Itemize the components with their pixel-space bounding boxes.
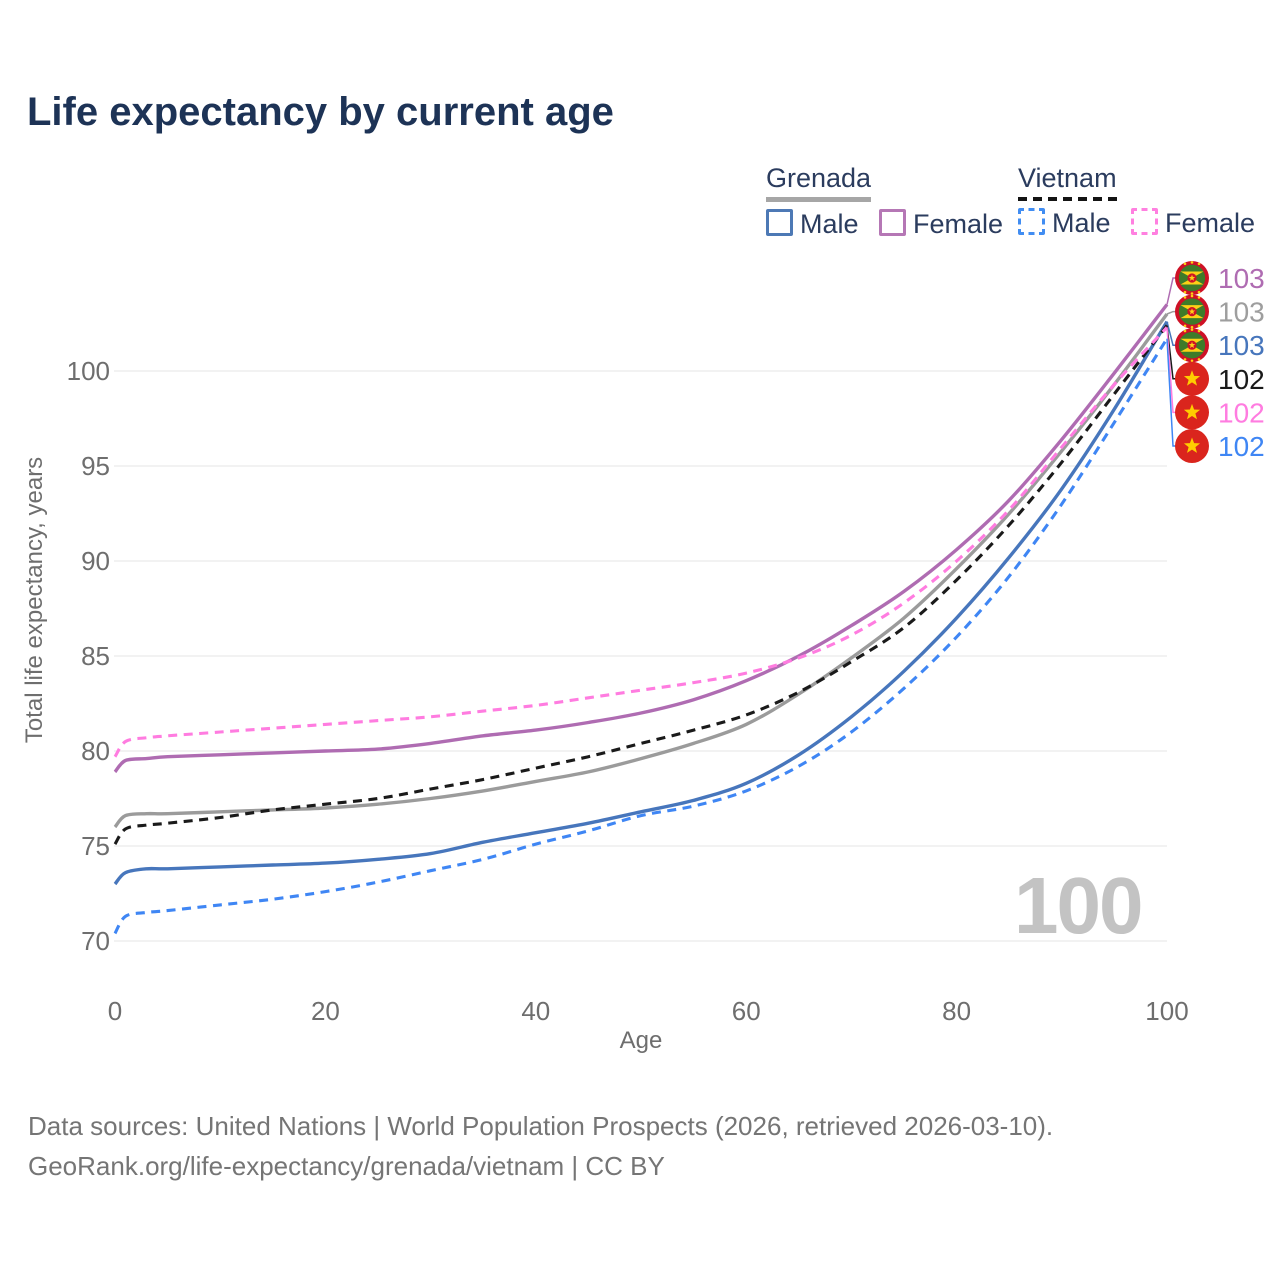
end-label-grenada-female: 103 xyxy=(1218,263,1265,294)
grenada-solid-line-sample xyxy=(766,197,872,202)
legend-item-label-vietnam-female: Female xyxy=(1164,208,1256,238)
legend-items-vietnam: Male Female xyxy=(1018,208,1271,239)
legend-country-grenada[interactable]: Grenada xyxy=(766,163,872,202)
legend-item-vietnam-female[interactable]: Female xyxy=(1130,208,1256,239)
x-tick-label-80: 80 xyxy=(942,996,971,1026)
y-tick-label-95: 95 xyxy=(81,451,110,481)
series-line-grenada-male xyxy=(113,320,1169,886)
gridlines xyxy=(114,370,1167,942)
end-label-vietnam-male: 102 xyxy=(1218,431,1265,462)
y-tick-labels: 70 75 80 85 90 95 100 xyxy=(67,356,110,956)
y-tick-label-90: 90 xyxy=(81,546,110,576)
legend-item-label-grenada-male: Male xyxy=(800,209,859,239)
end-label-vietnam-total: 102 xyxy=(1218,364,1265,395)
y-tick-label-100: 100 xyxy=(67,356,110,386)
legend-items-grenada: Male Female xyxy=(766,209,1019,240)
legend-group-vietnam: Vietnam Male Female xyxy=(1018,163,1271,239)
legend-item-vietnam-male[interactable]: Male xyxy=(1018,208,1111,239)
series-line-grenada-female xyxy=(113,303,1169,774)
series-line-vietnam-male xyxy=(113,337,1169,935)
grenada-flag xyxy=(1175,328,1209,363)
vietnam-female-swatch xyxy=(1130,208,1158,235)
series-line-grenada-total xyxy=(113,312,1169,829)
end-label-vietnam-female: 102 xyxy=(1218,397,1265,428)
grenada-flag xyxy=(1175,294,1209,329)
vietnam-male-swatch xyxy=(1018,208,1045,235)
vietnam-dashed-line-sample xyxy=(1018,197,1117,201)
series-lines xyxy=(113,303,1169,935)
x-tick-label-100: 100 xyxy=(1145,996,1188,1026)
page-title: Life expectancy by current age xyxy=(27,90,614,134)
footer: Data sources: United Nations | World Pop… xyxy=(28,1106,1053,1186)
y-tick-label-80: 80 xyxy=(81,736,110,766)
vietnam-flag xyxy=(1175,361,1209,396)
grenada-male-swatch xyxy=(766,209,793,236)
legend-group-grenada: Grenada Male Female xyxy=(766,163,1019,240)
legend-country-vietnam[interactable]: Vietnam xyxy=(1018,163,1117,201)
vietnam-flag xyxy=(1175,429,1209,463)
attribution-line: GeoRank.org/life-expectancy/grenada/viet… xyxy=(28,1151,665,1181)
legend-country-label-vietnam: Vietnam xyxy=(1018,163,1117,193)
x-tick-label-60: 60 xyxy=(732,996,761,1026)
end-label-grenada-total: 103 xyxy=(1218,297,1265,328)
y-tick-label-85: 85 xyxy=(81,641,110,671)
legend-item-label-vietnam-male: Male xyxy=(1052,208,1111,238)
x-tick-label-40: 40 xyxy=(521,996,550,1026)
x-axis-title: Age xyxy=(620,1027,663,1054)
x-tick-label-0: 0 xyxy=(108,996,122,1026)
x-tick-labels: 0 20 40 60 80 100 xyxy=(108,996,1189,1026)
legend-item-grenada-male[interactable]: Male xyxy=(766,209,859,240)
y-tick-label-75: 75 xyxy=(81,831,110,861)
series-line-vietnam-total xyxy=(113,324,1169,846)
end-label-grenada-male: 103 xyxy=(1218,330,1265,361)
legend-item-label-grenada-female: Female xyxy=(912,209,1004,239)
grenada-female-swatch xyxy=(878,209,906,236)
legend-country-label-grenada: Grenada xyxy=(766,163,872,193)
vietnam-flag xyxy=(1175,395,1209,430)
series-line-vietnam-female xyxy=(113,326,1169,758)
hover-age-watermark: 100 xyxy=(1014,861,1143,950)
legend-item-grenada-female[interactable]: Female xyxy=(878,209,1004,240)
y-axis-title: Total life expectancy, years xyxy=(21,457,48,743)
x-tick-label-20: 20 xyxy=(311,996,340,1026)
data-sources-line: Data sources: United Nations | World Pop… xyxy=(28,1111,1054,1141)
grenada-flag xyxy=(1175,261,1209,295)
y-tick-label-70: 70 xyxy=(81,926,110,956)
